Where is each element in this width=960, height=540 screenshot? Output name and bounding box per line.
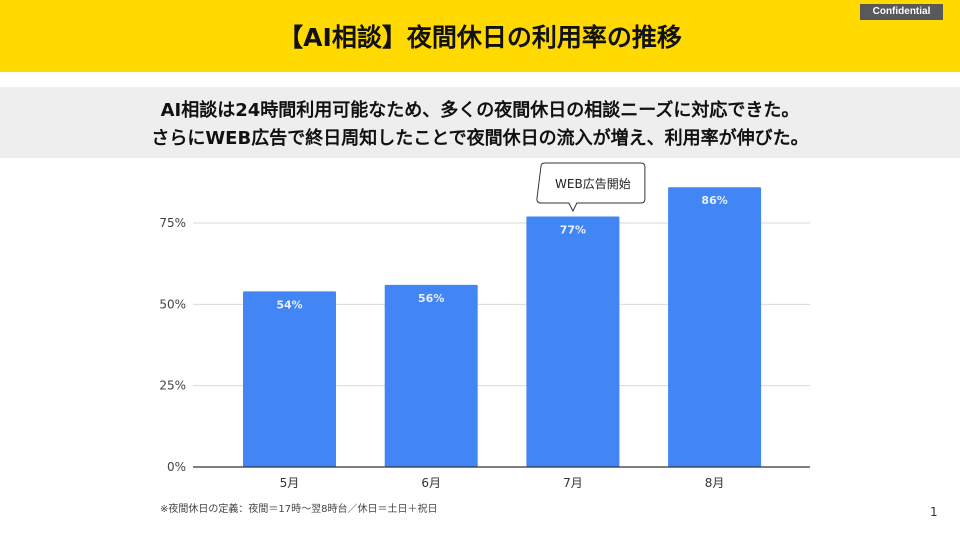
message-line-2: さらにWEB広告で終日周知したことで夜間休日の流入が増え、利用率が伸びた。 [151, 128, 809, 149]
x-tick-label: 8月 [705, 476, 725, 490]
page-number: 1 [930, 505, 938, 519]
data-label: 86% [701, 194, 727, 207]
annotation-callout [536, 162, 646, 213]
y-tick-label: 75% [159, 216, 186, 230]
y-tick-label: 25% [159, 379, 186, 393]
x-tick-label: 7月 [563, 476, 583, 490]
y-tick-label: 50% [159, 297, 186, 311]
header-bar [0, 0, 960, 72]
bar-6月 [384, 284, 478, 467]
bar-7月 [526, 216, 620, 467]
x-tick-label: 5月 [280, 476, 300, 490]
confidential-badge: Confidential [860, 4, 943, 20]
message-band [0, 87, 960, 158]
annotation-text: WEB広告開始 [555, 177, 631, 191]
bar-8月 [668, 187, 762, 467]
bar-5月 [243, 291, 336, 467]
data-label: 56% [418, 292, 444, 305]
data-label: 54% [276, 298, 302, 311]
footnote: ※夜間休日の定義：夜間＝17時〜翌8時台／休日＝土日＋祝日 [160, 504, 438, 515]
x-tick-label: 6月 [421, 476, 441, 490]
message-line-1: AI相談は24時間利用可能なため、多くの夜間休日の相談ニーズに対応できた。 [160, 100, 800, 121]
y-tick-label: 0% [167, 460, 186, 474]
page-title: 【AI相談】夜間休日の利用率の推移 [278, 23, 682, 52]
data-label: 77% [560, 224, 586, 237]
